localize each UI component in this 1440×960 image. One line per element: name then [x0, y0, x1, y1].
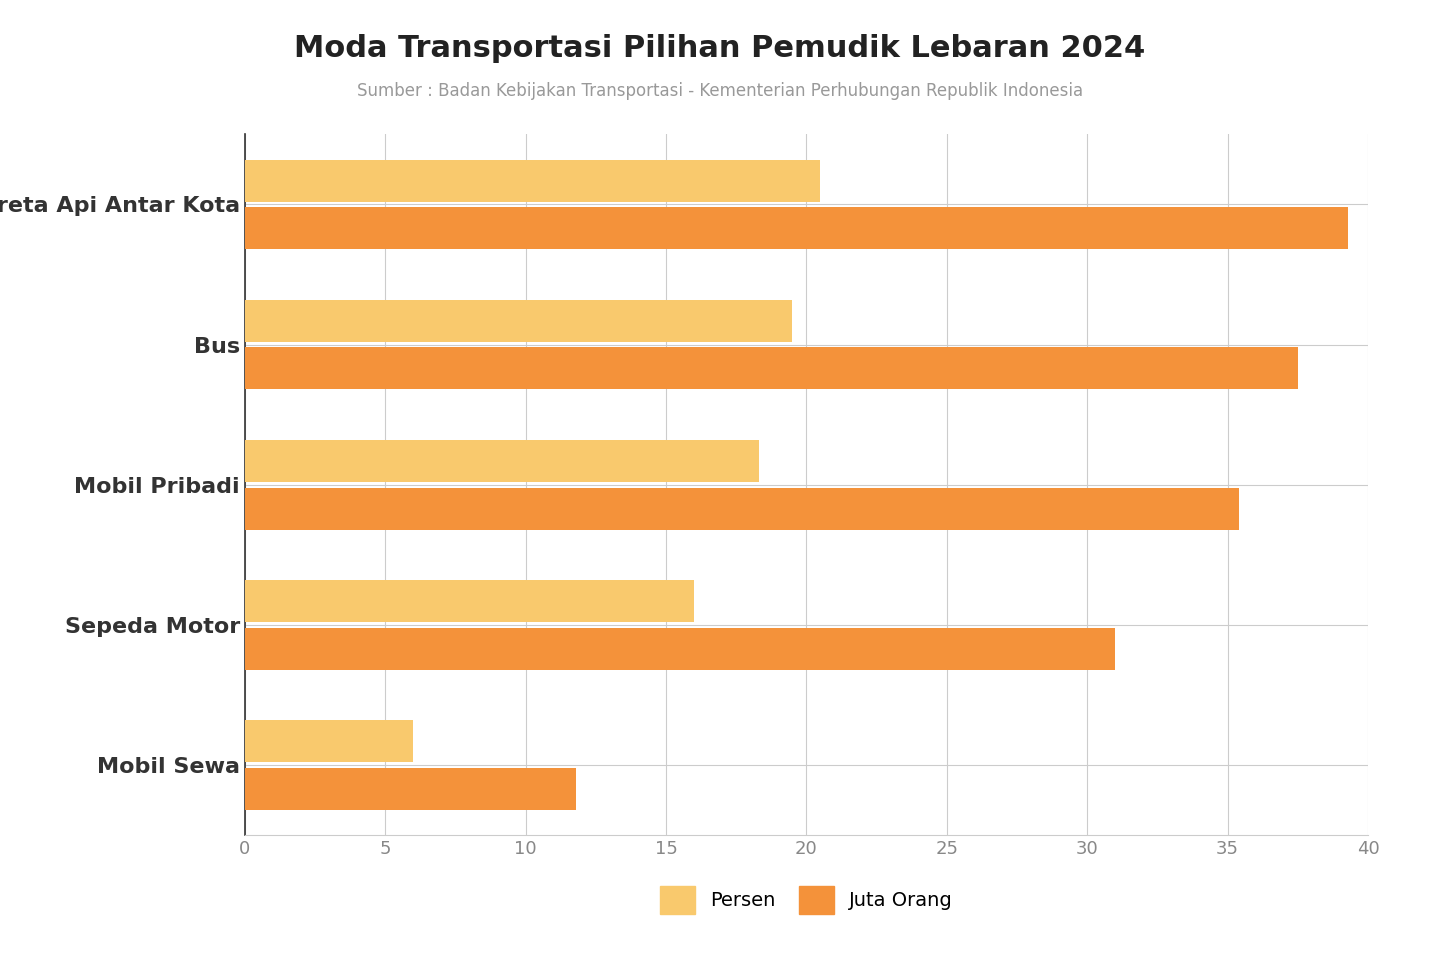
Bar — [245, 580, 694, 622]
Bar — [245, 488, 1238, 530]
Text: Sumber : Badan Kebijakan Transportasi - Kementerian Perhubungan Republik Indones: Sumber : Badan Kebijakan Transportasi - … — [357, 82, 1083, 100]
Bar — [245, 348, 1297, 390]
Bar — [245, 720, 413, 762]
Bar — [245, 768, 576, 810]
Bar — [245, 440, 759, 482]
Legend: Persen, Juta Orang: Persen, Juta Orang — [649, 876, 963, 924]
Text: Moda Transportasi Pilihan Pemudik Lebaran 2024: Moda Transportasi Pilihan Pemudik Lebara… — [294, 34, 1146, 62]
Bar — [245, 300, 792, 342]
Bar — [245, 159, 821, 202]
Bar — [245, 207, 1348, 250]
Bar — [245, 628, 1115, 670]
